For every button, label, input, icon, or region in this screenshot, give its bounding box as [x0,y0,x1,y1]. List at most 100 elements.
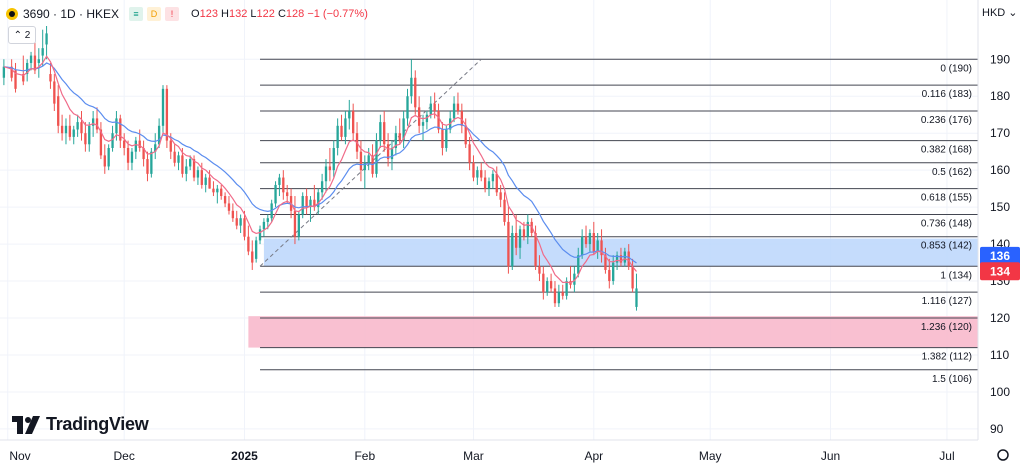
candle [363,162,366,171]
candle [293,210,297,237]
candle [542,273,545,293]
candle [204,177,207,185]
candle [499,192,502,200]
candle [37,59,40,63]
alert-badge[interactable]: ! [165,7,180,21]
candle [604,255,607,270]
candle [235,218,238,226]
candle [383,122,386,145]
candle [68,125,72,137]
candle [154,144,157,152]
fib-level-label: 0.736 (148) [921,219,972,230]
candle [456,103,460,112]
candle [274,184,277,204]
candle [95,118,99,130]
candle [495,173,498,193]
candle [635,288,638,307]
candle [220,188,223,197]
candle [72,129,75,137]
candle [332,147,335,171]
candle [45,33,48,45]
candle [146,159,149,174]
candle [286,192,289,197]
symbol-title[interactable]: 3690 · 1D · HKEX [23,7,120,21]
candles [2,26,638,311]
candle [254,240,258,259]
fib-level-label: 1.5 (106) [932,374,972,385]
candle [433,103,436,112]
fib-retracement: 0 (190) 0.116 (183) 0.236 (176) 0.382 (168)… [260,58,978,385]
candle [169,140,172,152]
open-value: 123 [199,8,218,20]
candle [394,133,398,148]
candle [441,129,444,148]
delayed-badge[interactable]: D [147,7,162,21]
currency-selector[interactable]: HKD ⌄ [982,7,1018,19]
tradingview-wordmark: TradingView [46,414,149,434]
price-tag-label: 134 [990,264,1010,278]
candle [359,151,363,171]
candle [553,288,557,304]
candle [88,125,91,145]
candle [80,122,83,134]
candle [107,147,110,167]
fib-level-label: 1.116 (127) [922,296,972,307]
candle [538,266,541,274]
time-tick-label: Mar [463,449,484,463]
price-tag-box [980,246,1020,265]
candle [429,103,432,115]
session-badge[interactable]: ≡ [129,7,144,21]
candle [336,125,339,148]
candle [557,292,561,304]
candle [600,240,603,256]
price-tick-label: 120 [990,311,1010,325]
collapse-indicators-button[interactable]: ⌃ 2 [8,26,36,44]
candle [181,155,184,174]
low-label: L [250,8,257,20]
price-tick-label: 170 [990,126,1010,140]
change-value: −1 (−0.77%) [307,8,368,20]
candle [243,218,246,237]
time-tick-label: Apr [584,449,603,463]
candle [464,125,467,145]
tradingview-logo[interactable]: TradingView [12,414,149,435]
candle [177,155,180,163]
candle [452,103,456,119]
candle [282,177,285,193]
candle [328,166,332,171]
candle [483,177,487,189]
candle [406,96,409,119]
price-tick-label: 110 [990,348,1009,362]
settings-gear-icon[interactable] [997,449,1009,461]
candle [239,218,242,226]
candle [247,236,250,252]
candle [64,125,68,134]
trend-line-dashed [259,58,482,267]
price-tag-label: 136 [990,249,1010,263]
candle [173,151,176,163]
candle [130,151,134,163]
candle [348,111,351,119]
candle [386,144,390,160]
candle [592,233,595,252]
time-axis[interactable]: Nov Dec 2025 Feb Mar Apr May Jun Jul [0,439,1009,463]
fib-level-label: 1.236 (120) [921,322,972,333]
candle [573,273,576,285]
candle [41,48,44,56]
candle [619,255,623,263]
fib-level-label: 0.116 (183) [922,89,972,100]
time-tick-label: Nov [9,449,30,463]
high-value: 132 [228,8,248,20]
candle [340,125,343,137]
candle [165,88,169,141]
candle [262,221,266,230]
candle [511,233,514,267]
candle [565,281,568,296]
candle [33,55,37,71]
candle [487,181,491,189]
candle [549,281,553,289]
candle [91,118,95,126]
candle [515,233,518,248]
